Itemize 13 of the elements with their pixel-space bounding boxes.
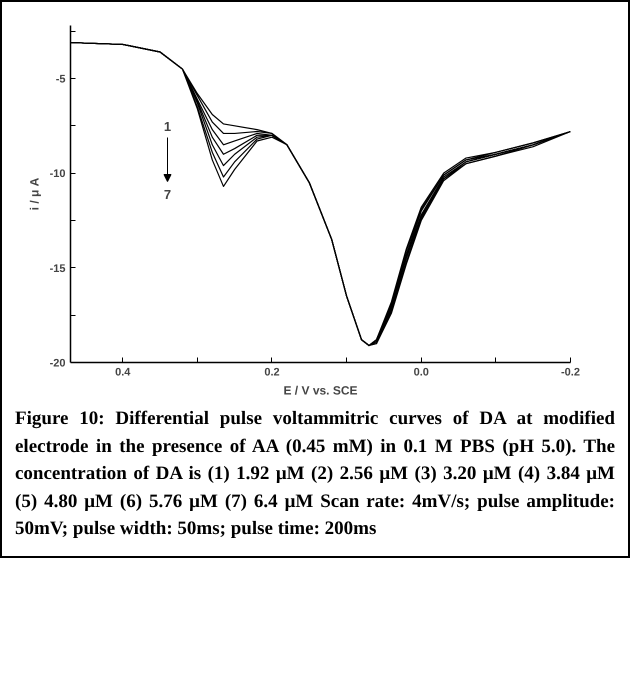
y-tick-label: -20: [50, 358, 66, 370]
annotation: 7: [164, 187, 172, 202]
y-tick-label: -15: [50, 262, 66, 275]
x-tick-label: 0.0: [414, 366, 429, 378]
y-tick-label: -5: [56, 74, 66, 86]
x-tick-label: -0.2: [561, 366, 580, 378]
annotation: 1: [164, 119, 172, 134]
caption: Figure 10: Differential pulse voltammitric curves of DA at modified electrode in the presence of AA (0.45 mM) in 0.1 M PBS (pH 5.0). The concentration of DA is (1) 1.92 μM (2) 2.56 μM (3) 3.20 μM (4) 3.84 μM (5) 4.80 μM (6) 5.76 μM (7) 6.4 μM Scan rate: 4mV/s; pulse amplitude: 50mV; pulse width: 50ms; pulse time: 200ms: [15, 407, 615, 542]
y-tick-label: -10: [50, 168, 66, 180]
x-axis-title: E / V vs. SCE: [283, 384, 358, 398]
y-axis-title: i / μ A: [28, 177, 42, 210]
x-tick-label: 0.4: [115, 366, 132, 378]
x-tick-label: 0.2: [264, 366, 280, 378]
